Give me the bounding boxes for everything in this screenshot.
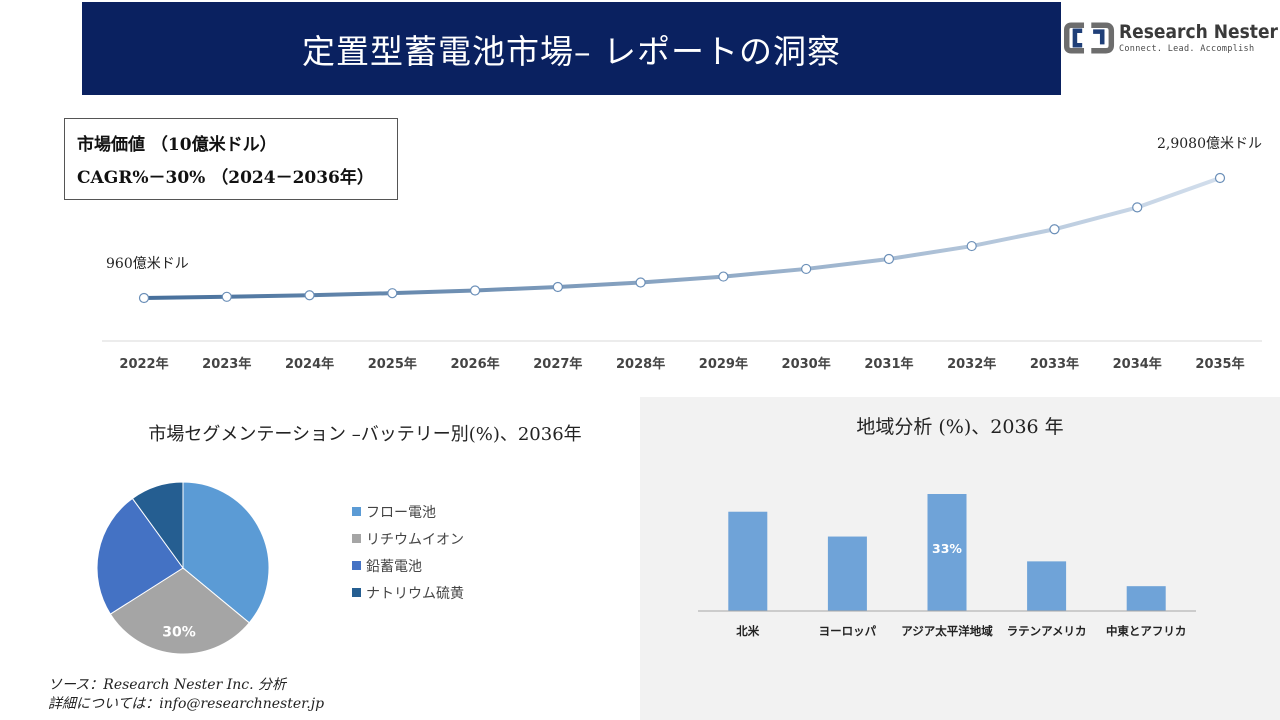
line-point <box>138 292 150 304</box>
line-point <box>221 291 232 302</box>
pie-legend: フロー電池リチウムイオン 鉛蓄電池ナトリウム硫黄 <box>352 498 464 606</box>
legend-item: フロー電池 <box>352 498 464 525</box>
line-point <box>966 240 977 252</box>
line-point <box>552 281 563 293</box>
region-data-label: 33% <box>932 541 962 556</box>
x-tick-label: 2035年 <box>1195 356 1244 372</box>
region-tick-label: 北米 <box>736 624 759 638</box>
bar-chart-title: 地域分析 (%)、2036 年 <box>856 416 1064 438</box>
line-point <box>718 271 729 282</box>
legend-swatch <box>352 534 361 543</box>
line-point <box>469 285 481 296</box>
region-bar <box>927 494 967 611</box>
line-point <box>1049 224 1060 235</box>
legend-swatch <box>352 507 361 516</box>
x-tick-label: 2026年 <box>450 356 499 372</box>
pie-slice <box>96 497 184 615</box>
market-info-box: 市場価値 （10億米ドル） CAGR%－30% （2024－2036年） <box>64 118 398 200</box>
pie-chart-title: 市場セグメンテーション –バッテリー別(%)、2036年 <box>148 424 582 445</box>
line-point <box>635 277 646 288</box>
legend-label: 鉛蓄電池 <box>366 558 422 575</box>
legend-label: ナトリウム硫黄 <box>366 585 464 602</box>
line-point <box>1132 202 1143 213</box>
research-nester-logo: Research Nester Connect. Lead. Accomplis… <box>1064 18 1278 58</box>
pie-slice <box>109 567 250 655</box>
market-value-label: 市場価値 （10億米ドル） <box>77 135 277 155</box>
logo-name: Research Nester <box>1118 20 1278 43</box>
legend-item: 鉛蓄電池 <box>352 552 464 579</box>
end-value-label: 2,9080億米ドル <box>1157 136 1262 152</box>
x-tick-label: 2031年 <box>864 356 913 372</box>
pie-data-label: 30% <box>162 625 196 641</box>
x-tick-label: 2024年 <box>285 356 334 372</box>
page-title: 定置型蓄電池市場– レポートの洞察 <box>302 31 841 71</box>
line-point <box>883 253 895 265</box>
region-bar-chart: 北米 ヨーロッパ アジア太平洋地域 ラテンアメリカ 中東とアフリカ 33% <box>698 494 1196 638</box>
x-tick-label: 2022年 <box>119 356 168 372</box>
legend-item: リチウムイオン <box>352 525 464 552</box>
pie-slice <box>131 481 184 570</box>
region-bar <box>827 536 867 611</box>
battery-segment-pie-chart: 30% <box>96 481 270 655</box>
market-value-line-chart: 2022年 2023年 2024年 2025年 2026年 2027年 2028年 2029年… <box>102 136 1262 372</box>
region-bar <box>728 511 768 611</box>
region-tick-label: アジア太平洋地域 <box>901 624 993 638</box>
contact-line: 詳細については：info@researchnester.jp <box>48 696 325 712</box>
legend-label: リチウムイオン <box>366 531 464 548</box>
pie-slice <box>182 481 270 624</box>
x-tick-label: 2033年 <box>1030 356 1079 372</box>
source-note: ソース：Research Nester Inc. 分析 詳細については：info… <box>48 676 324 714</box>
x-tick-label: 2034年 <box>1113 356 1162 372</box>
line-point <box>1214 172 1226 184</box>
source-line: ソース：Research Nester Inc. 分析 <box>48 677 287 693</box>
line-point <box>304 290 315 301</box>
legend-swatch <box>352 561 361 570</box>
legend-label: フロー電池 <box>366 504 436 521</box>
x-tick-label: 2027年 <box>533 356 582 372</box>
cagr-label: CAGR%－30% （2024－2036年） <box>77 168 374 188</box>
legend-item: ナトリウム硫黄 <box>352 579 464 606</box>
logo-tagline: Connect. Lead. Accomplish <box>1118 43 1255 54</box>
legend-swatch <box>352 588 361 597</box>
line-point <box>801 263 812 275</box>
line-point <box>387 288 398 299</box>
region-tick-label: 中東とアフリカ <box>1106 624 1187 638</box>
x-tick-label: 2023年 <box>202 356 251 372</box>
region-tick-label: ラテンアメリカ <box>1007 624 1087 638</box>
x-tick-label: 2032年 <box>947 356 996 372</box>
x-tick-label: 2030年 <box>782 356 831 372</box>
logo-mark-icon <box>1064 22 1115 54</box>
x-tick-label: 2025年 <box>368 356 417 372</box>
region-bar <box>1027 561 1067 611</box>
header-bar: 定置型蓄電池市場– レポートの洞察 <box>82 2 1061 95</box>
region-tick-label: ヨーロッパ <box>819 624 877 638</box>
x-tick-label: 2029年 <box>699 356 748 372</box>
region-bar <box>1126 586 1166 611</box>
x-tick-label: 2028年 <box>616 356 665 372</box>
market-value-line <box>142 176 1222 300</box>
start-value-label: 960億米ドル <box>106 256 189 272</box>
